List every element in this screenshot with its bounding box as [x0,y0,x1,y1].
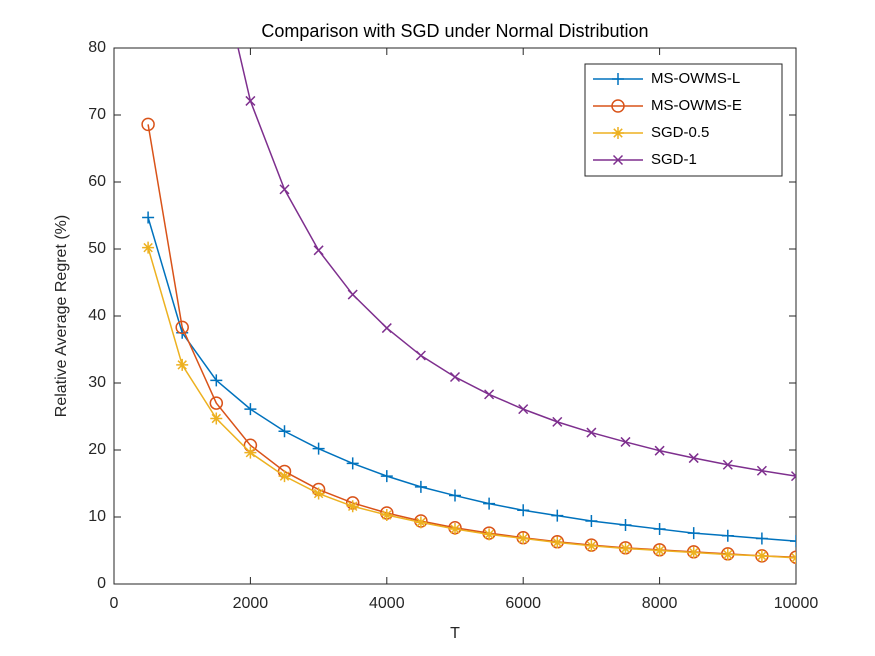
marker [551,536,564,549]
y-tick-label: 80 [88,39,106,56]
marker [415,350,426,361]
marker [175,320,189,335]
marker [210,412,223,425]
legend-marker [611,99,625,113]
marker [755,549,768,562]
marker [687,546,700,559]
marker [312,442,325,455]
plot [141,48,796,564]
marker [552,416,563,427]
marker [313,245,324,256]
x-tick-label: 2000 [233,595,269,612]
marker [688,453,699,464]
marker [585,515,598,528]
x-axis-label: T [450,625,460,642]
x-tick-label: 0 [110,595,119,612]
x-tick-label: 4000 [369,595,405,612]
marker [620,436,631,447]
marker [346,457,359,470]
y-tick-label: 20 [88,441,106,458]
legend-label: MS-OWMS-E [651,97,742,114]
marker [517,504,530,517]
legend-label: MS-OWMS-L [651,70,740,87]
marker [176,358,189,371]
marker [244,446,257,459]
y-tick-label: 50 [88,240,106,257]
marker [245,95,256,106]
legend-label: SGD-1 [651,151,697,168]
marker [278,425,291,438]
marker [141,117,155,132]
legend-label: SGD-0.5 [651,124,709,141]
marker [551,509,564,522]
marker [654,445,665,456]
marker [381,323,392,334]
marker [483,497,496,510]
chart-title: Comparison with SGD under Normal Distrib… [261,21,648,41]
marker [347,289,358,300]
marker [484,389,495,400]
marker [586,427,597,438]
marker [721,548,734,561]
legend-marker [612,127,624,139]
marker [518,404,529,415]
marker [380,470,393,483]
marker [722,459,733,470]
x-tick-label: 8000 [642,595,678,612]
marker [312,487,325,500]
marker [380,508,393,521]
marker [585,539,598,552]
marker [653,523,666,536]
marker [210,374,223,387]
y-tick-label: 0 [97,575,106,592]
marker [790,535,796,548]
marker [517,532,530,545]
y-tick-label: 30 [88,374,106,391]
marker [687,527,700,540]
marker [721,529,734,542]
marker [790,551,796,564]
marker [142,211,155,224]
marker [619,519,632,532]
marker [414,480,427,493]
marker [619,542,632,555]
x-tick-label: 6000 [505,595,541,612]
marker [142,241,155,254]
marker [756,465,767,476]
y-axis-label: Relative Average Regret (%) [53,215,70,417]
marker [346,500,359,513]
legend-marker [612,73,624,85]
marker [278,470,291,483]
marker [279,184,290,195]
marker [414,516,427,529]
line [237,48,796,477]
marker [653,544,666,557]
marker [483,528,496,541]
marker [790,471,796,482]
marker [209,396,224,410]
legend-marker [612,154,624,166]
y-tick-label: 60 [88,173,106,190]
y-tick-label: 40 [88,307,106,324]
marker [449,489,461,502]
marker [449,371,461,383]
marker [755,532,768,545]
marker [449,523,461,536]
marker [244,403,257,416]
y-tick-label: 70 [88,106,106,123]
x-tick-label: 10000 [774,595,819,612]
y-tick-label: 10 [88,508,106,525]
